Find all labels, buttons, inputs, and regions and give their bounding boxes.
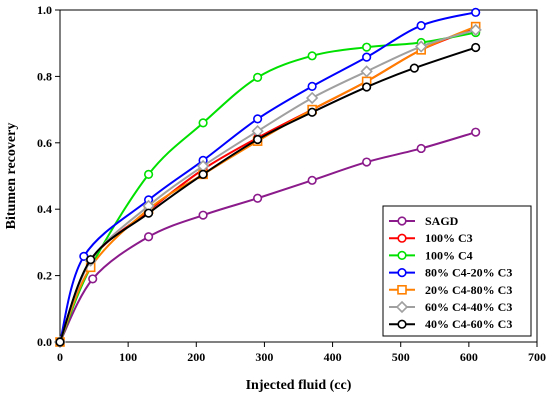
x-tick-label: 500 <box>392 350 410 364</box>
legend-item-40-c4-60-c3: 40% C4-60% C3 <box>389 317 512 331</box>
legend: SAGD 100% C3 100% C4 80% C4-20% C3 20% C4-80… <box>382 205 532 337</box>
legend-label: 100% C3 <box>425 231 473 245</box>
data-point-40-c4-60-c3 <box>253 134 263 145</box>
x-tick-label: 600 <box>460 350 478 364</box>
data-point-sagd <box>307 175 317 185</box>
x-tick-label: 200 <box>187 350 205 364</box>
plot-border <box>59 9 538 343</box>
y-tick-label: 0.4 <box>37 202 52 216</box>
data-point-80-c4-20-c3 <box>362 52 372 62</box>
y-tick-label: 1.0 <box>37 3 52 17</box>
data-point-80-c4-20-c3 <box>253 114 263 124</box>
x-tick-label: 100 <box>119 350 137 364</box>
legend-swatch-marker <box>397 216 407 226</box>
data-point-40-c4-60-c3 <box>362 82 372 92</box>
data-point-60-c4-40-c3 <box>415 40 428 53</box>
legend-label: 20% C4-80% C3 <box>425 283 512 297</box>
legend-swatch-marker <box>397 250 407 260</box>
legend-item-100-c3: 100% C3 <box>389 231 473 245</box>
legend-label: SAGD <box>425 214 459 228</box>
legend-swatch-marker <box>395 300 409 314</box>
legend-item-20-c4-80-c3: 20% C4-80% C3 <box>389 283 512 297</box>
series-line-100-c4 <box>59 31 476 343</box>
legend-item-60-c4-40-c3: 60% C4-40% C3 <box>389 300 512 314</box>
legend-label: 80% C4-20% C3 <box>425 266 512 280</box>
data-point-sagd <box>471 127 481 137</box>
legend-item-100-c4: 100% C4 <box>389 248 473 262</box>
data-point-60-c4-40-c3 <box>360 65 373 78</box>
legend-item-80-c4-20-c3: 80% C4-20% C3 <box>389 266 512 280</box>
data-point-40-c4-60-c3 <box>409 63 419 73</box>
legend-item-sagd: SAGD <box>389 214 459 228</box>
y-tick-label: 0.6 <box>37 136 52 150</box>
data-point-40-c4-60-c3 <box>307 107 317 117</box>
x-axis-label: Injected fluid (cc) <box>246 378 352 393</box>
data-point-sagd <box>198 210 208 220</box>
legend-label: 100% C4 <box>425 248 473 262</box>
legend-swatch-marker <box>397 319 407 329</box>
data-point-40-c4-60-c3 <box>471 42 481 53</box>
data-point-60-c4-40-c3 <box>251 125 264 138</box>
legend-swatch-marker <box>397 233 407 243</box>
data-point-100-c4 <box>198 118 208 128</box>
data-point-sagd <box>253 193 263 203</box>
x-tick-label: 0 <box>57 350 63 364</box>
axis-ticks: 0 100 200 300 400 500 600 700 0.0 0.2 0.4 0.6 0.8 1.0 <box>37 3 546 364</box>
legend-swatch-marker <box>397 268 407 278</box>
y-axis-label: Bitumen recovery <box>4 123 19 230</box>
data-point-40-c4-60-c3 <box>198 169 208 179</box>
data-point-60-c4-40-c3 <box>469 23 482 37</box>
data-point-100-c4 <box>253 72 263 82</box>
data-point-sagd <box>416 143 426 154</box>
y-tick-label: 0.0 <box>37 335 52 349</box>
plot-area <box>59 9 538 343</box>
data-point-80-c4-20-c3 <box>416 21 426 31</box>
data-point-sagd <box>362 157 372 167</box>
data-point-100-c4 <box>307 51 317 61</box>
data-point-100-c4 <box>143 169 154 179</box>
data-point-sagd <box>143 232 154 242</box>
legend-label: 40% C4-60% C3 <box>425 317 512 331</box>
data-point-sagd <box>88 274 98 284</box>
series-line-20-c4-80-c3 <box>59 25 477 343</box>
x-tick-label: 700 <box>528 350 546 364</box>
data-point-80-c4-20-c3 <box>471 7 481 17</box>
series-layer <box>53 7 482 349</box>
data-point-60-c4-40-c3 <box>305 91 319 105</box>
data-point-80-c4-20-c3 <box>307 81 317 91</box>
legend-label: 60% C4-40% C3 <box>425 300 512 314</box>
data-point-40-c4-60-c3 <box>55 337 65 347</box>
legend-box <box>382 205 532 337</box>
data-point-40-c4-60-c3 <box>86 255 96 265</box>
series-line-40-c4-60-c3 <box>59 46 476 343</box>
x-tick-label: 300 <box>255 350 273 364</box>
y-tick-label: 0.2 <box>37 269 52 283</box>
legend-swatch-marker <box>397 284 407 295</box>
x-tick-label: 400 <box>324 350 342 364</box>
y-tick-label: 0.8 <box>37 69 52 83</box>
series-line-80-c4-20-c3 <box>59 11 476 343</box>
data-point-100-c4 <box>362 42 372 52</box>
series-40-c4-60-c3 <box>55 42 481 347</box>
data-point-40-c4-60-c3 <box>143 208 154 218</box>
